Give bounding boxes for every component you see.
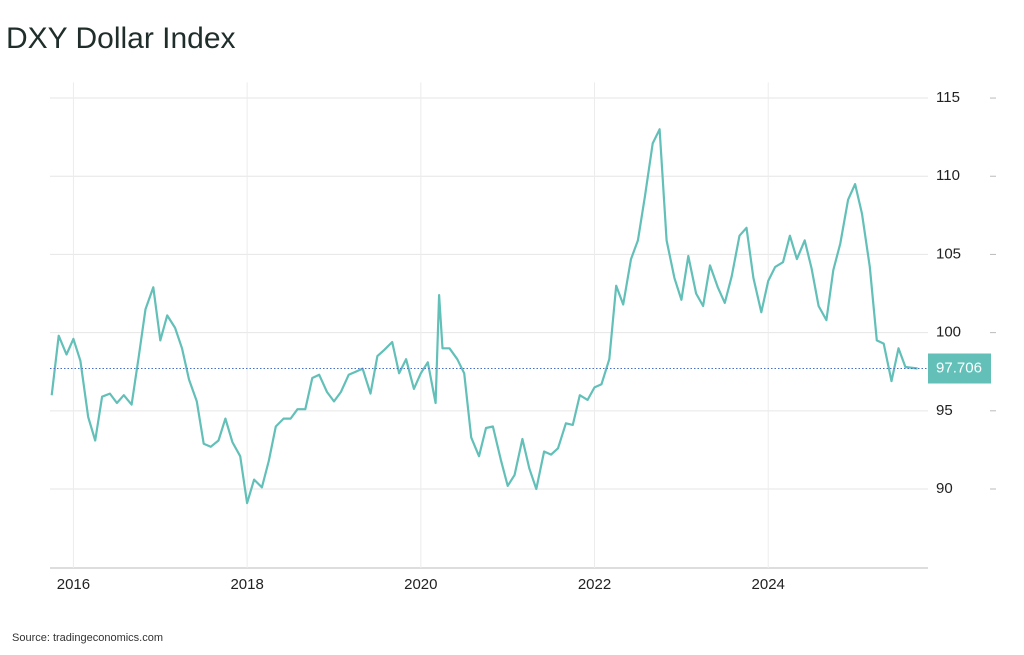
y-tick-label: 100 [936, 324, 961, 341]
x-tick-label: 2022 [578, 576, 611, 593]
chart-title: DXY Dollar Index [6, 22, 236, 55]
x-tick-label: 2020 [404, 576, 437, 593]
x-tick-label: 2016 [57, 576, 90, 593]
y-tick-label: 105 [936, 245, 961, 262]
line [50, 128, 918, 505]
x-tick-label: 2024 [752, 576, 785, 593]
y-tick-label: 110 [936, 167, 960, 184]
x-tick-label: 2018 [230, 576, 263, 593]
last-value-label: 97.706 [936, 359, 982, 376]
y-tick-label: 115 [936, 89, 960, 106]
last-value-box [928, 353, 991, 384]
y-tick-label: 90 [936, 480, 953, 497]
source: Source: tradingeconomics.com [12, 632, 163, 644]
y-tick-label: 95 [936, 402, 953, 419]
